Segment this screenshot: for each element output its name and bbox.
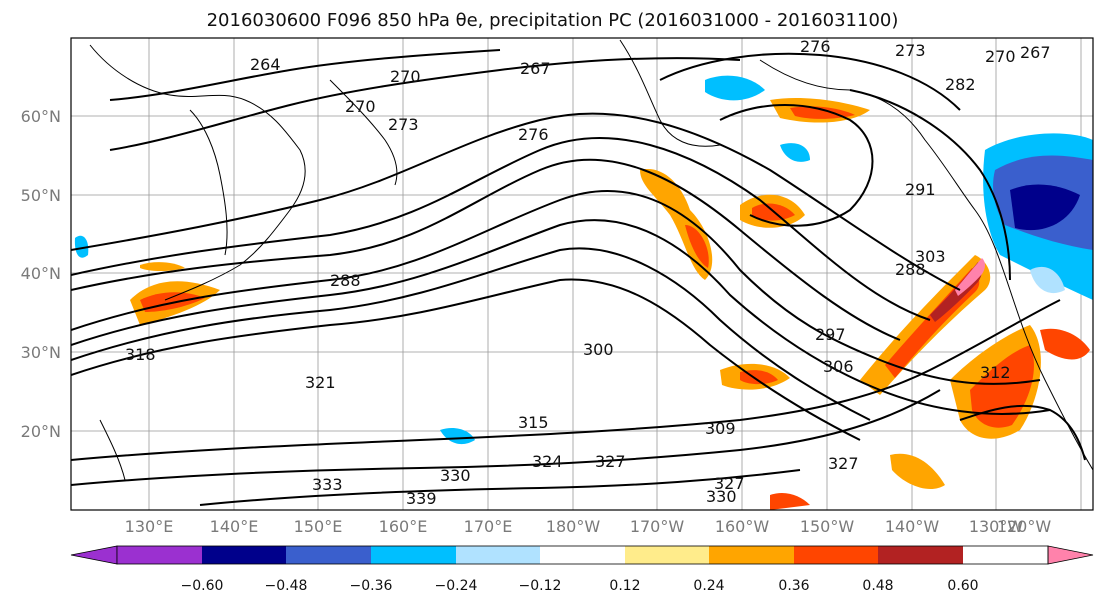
colorbar-segment [456, 546, 540, 564]
colorbar-tick: −0.60 [181, 578, 224, 594]
map-frame [70, 37, 1094, 511]
contour-label: 327 [714, 474, 745, 493]
lon-label: 180°W [546, 517, 601, 536]
contour-label: 318 [125, 345, 156, 364]
colorbar-outline [116, 545, 1049, 565]
colorbar-tick: 0.24 [693, 578, 724, 594]
contour-label: 273 [388, 115, 419, 134]
colorbar-ticks: −0.60 −0.48 −0.36 −0.24 −0.12 0.12 0.24 … [181, 578, 979, 594]
contour-label: 333 [312, 475, 343, 494]
contour-label: 282 [945, 75, 976, 94]
map-content: 264 270 270 273 276 267 276 273 270 267 … [71, 37, 1093, 510]
contour-label: 309 [705, 419, 736, 438]
longitude-labels: 130°E 140°E 150°E 160°E 170°E 180°W 170°… [125, 517, 1052, 536]
colorbar-tick: 0.36 [778, 578, 809, 594]
colorbar-tick: −0.48 [265, 578, 308, 594]
contour-label: 339 [406, 489, 437, 508]
contour-label: 324 [532, 452, 563, 471]
contour-label: 267 [1020, 43, 1051, 62]
contour-label: 270 [985, 47, 1016, 66]
lon-label: 170°E [464, 517, 513, 536]
contour-label: 291 [905, 180, 936, 199]
latitude-labels: 60°N 50°N 40°N 30°N 20°N [21, 107, 61, 441]
colorbar-tick: −0.24 [435, 578, 478, 594]
colorbar-segment [202, 546, 286, 564]
colorbar-tick: −0.36 [350, 578, 393, 594]
lon-label: 170°W [630, 517, 685, 536]
contour-label: 270 [390, 67, 421, 86]
contour-label: 321 [305, 373, 336, 392]
contour-labels: 264 270 270 273 276 267 276 273 270 267 … [125, 37, 1051, 508]
lat-label: 30°N [21, 343, 61, 362]
lon-label: 140°W [885, 517, 940, 536]
contour-label: 312 [980, 363, 1011, 382]
contour-label: 300 [583, 340, 614, 359]
lon-label: 150°E [294, 517, 343, 536]
contour-label: 297 [815, 325, 846, 344]
contour-label: 303 [915, 247, 946, 266]
map-title: 2016030600 F096 850 hPa θe, precipitatio… [206, 10, 899, 31]
colorbar-segment [371, 546, 456, 564]
contour-label: 315 [518, 413, 549, 432]
lon-label: 130°E [125, 517, 174, 536]
contour-label: 330 [440, 466, 471, 485]
colorbar-segment [709, 546, 794, 564]
contour-label: 270 [345, 97, 376, 116]
colorbar-segment [878, 546, 963, 564]
lon-label: 140°E [210, 517, 259, 536]
contour-label: 288 [895, 260, 926, 279]
lon-label: 120°W [997, 517, 1052, 536]
contour-label: 276 [800, 37, 831, 56]
colorbar-tick: −0.12 [519, 578, 562, 594]
contour-label: 306 [823, 357, 854, 376]
contour-label: 327 [828, 454, 859, 473]
theta-e-contours [71, 49, 1086, 506]
colorbar-tick: 0.12 [609, 578, 640, 594]
colorbar-extend-high [1047, 545, 1094, 565]
lon-label: 150°W [800, 517, 855, 536]
lat-label: 20°N [21, 422, 61, 441]
colorbar-extend-low [70, 545, 118, 565]
colorbar-tick: 0.60 [947, 578, 978, 594]
contour-label: 267 [520, 59, 551, 78]
lat-label: 40°N [21, 264, 61, 283]
contour-label: 288 [330, 271, 361, 290]
lon-label: 160°E [379, 517, 428, 536]
lat-label: 50°N [21, 186, 61, 205]
colorbar-segment [286, 546, 371, 564]
lon-label: 130°W [969, 517, 1024, 536]
colorbar-segment [625, 546, 709, 564]
contour-label: 273 [895, 41, 926, 60]
colorbar-segment [117, 546, 202, 564]
contour-label: 276 [518, 125, 549, 144]
colorbar-segment [794, 546, 878, 564]
contour-label: 327 [595, 452, 626, 471]
colorbar-tick: 0.48 [862, 578, 893, 594]
colorbar [70, 545, 1094, 565]
contour-label: 264 [250, 55, 281, 74]
lon-label: 160°W [715, 517, 770, 536]
colorbar-segment [540, 546, 625, 564]
lat-label: 60°N [21, 107, 61, 126]
contour-label: 330 [706, 487, 737, 506]
